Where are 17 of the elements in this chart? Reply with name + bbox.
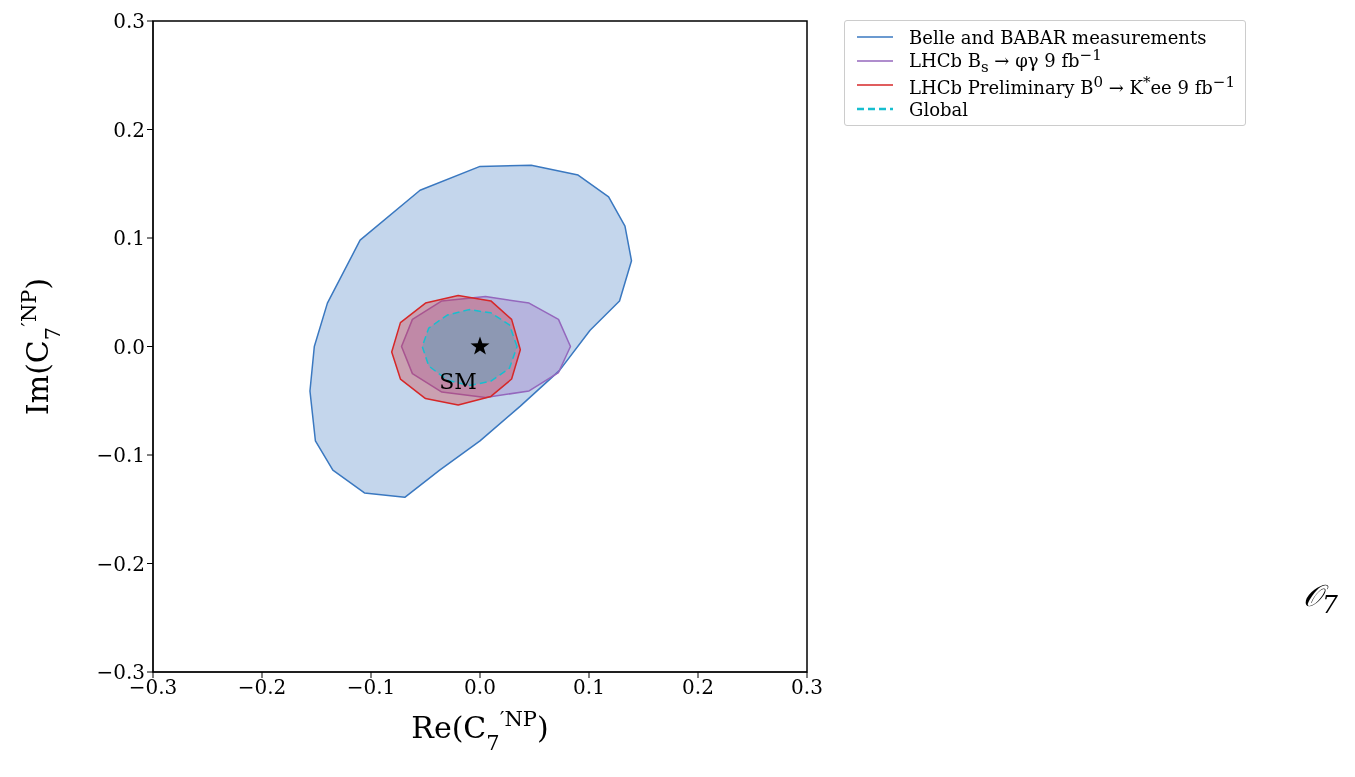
x-tick-label: −0.2 [237,675,287,700]
y-tick-label: 0.3 [113,9,145,34]
y-tick-label: 0.2 [113,117,145,142]
y-tick-label: 0.1 [113,226,145,251]
legend-label: Belle and BABAR measurements [909,26,1207,48]
y-tick-label: 0.0 [113,334,145,359]
legend-label: Global [909,98,968,120]
annotation: SM [439,368,477,394]
x-tick-label: −0.1 [346,675,396,700]
x-tick-label: 0.3 [791,675,823,700]
text: 𝒪$_{7}$ [1303,578,1338,619]
x-tick-label: 0.0 [464,675,496,700]
x-tick-label: 0.1 [573,675,605,700]
x-axis-title: Re(C$_{7}$$^{′NP}$) [411,707,549,755]
y-tick-label: −0.1 [96,443,145,468]
x-tick-label: 0.2 [682,675,714,700]
y-tick-label: −0.2 [96,551,145,576]
